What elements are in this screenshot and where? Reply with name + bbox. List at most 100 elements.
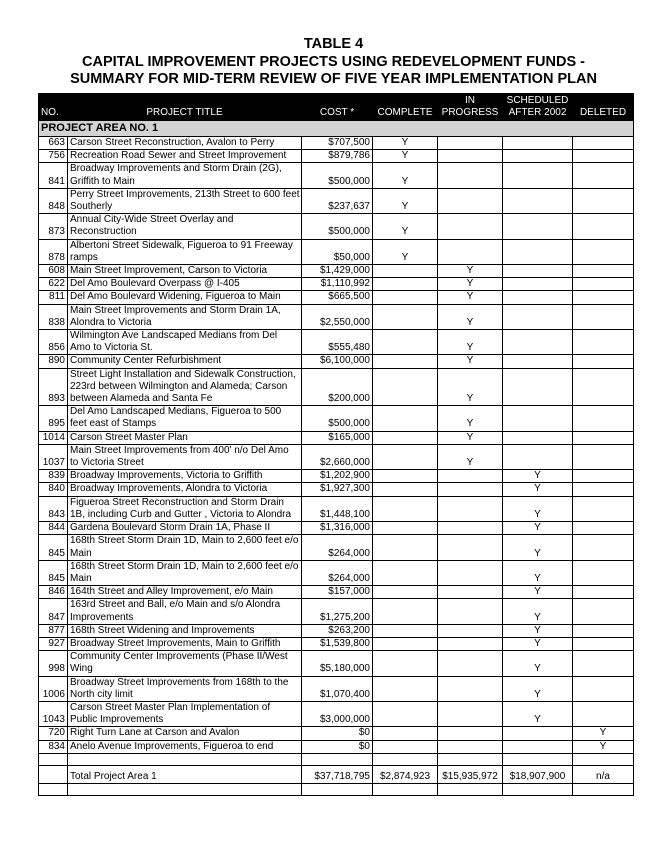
title-line: Main Street Improvements from 400' n/o D… xyxy=(70,444,289,456)
cost-cell: $237,637 xyxy=(301,187,373,215)
empty-cell xyxy=(502,162,573,189)
empty-cell xyxy=(437,187,503,215)
title-line: Right Turn Lane at Carson and Avalon xyxy=(70,727,240,739)
empty-cell xyxy=(502,354,573,369)
empty-cell xyxy=(437,213,503,240)
empty-cell xyxy=(572,264,634,279)
project-row: 622 Del Amo Boulevard Overpass @ I-405 $1,… xyxy=(38,277,634,292)
cost-cell: $1,539,800 xyxy=(301,636,373,652)
project-row: 845 168th Street Storm Drain 1D, Main to … xyxy=(38,559,634,587)
cost-cell: $264,000 xyxy=(301,559,373,587)
table-body: PROJECT AREA NO. 1 663 Carson Street Recon… xyxy=(38,120,634,796)
title-line: CAPITAL IMPROVEMENT PROJECTS USING REDEV… xyxy=(82,53,585,70)
empty-cell xyxy=(372,623,438,638)
header-cell: IN PROGRESS xyxy=(437,93,503,121)
scheduled-cell: Y xyxy=(502,623,573,638)
blank-row xyxy=(38,782,634,796)
empty-cell xyxy=(502,290,573,305)
title-cell: Street Light Installation and Sidewalk C… xyxy=(67,367,302,407)
scheduled-cell: Y xyxy=(502,598,573,625)
project-no: 720 xyxy=(38,726,68,741)
cost-cell: $0 xyxy=(301,739,373,754)
empty-cell xyxy=(372,277,438,292)
in-progress-cell: Y xyxy=(437,264,503,279)
title-line: Street Light Installation and Sidewalk C… xyxy=(70,368,296,380)
project-no: 856 xyxy=(38,329,68,356)
project-no: 1043 xyxy=(38,700,68,728)
project-no: 848 xyxy=(38,187,68,215)
empty-cell xyxy=(572,149,634,164)
empty-cell xyxy=(372,329,438,356)
cost-cell: $1,110,992 xyxy=(301,277,373,292)
empty-cell xyxy=(301,782,373,796)
empty-cell xyxy=(572,303,634,331)
table-header: NO. PROJECT TITLE COST * COMPLETE IN PROGRES… xyxy=(38,93,634,121)
title-line: Del Amo Boulevard Overpass @ I-405 xyxy=(70,278,240,290)
cost-cell: $200,000 xyxy=(301,367,373,407)
empty-cell xyxy=(572,443,634,471)
empty-cell xyxy=(437,636,503,652)
total-row: Total Project Area 1 $37,718,795 $2,874,92… xyxy=(38,764,634,784)
empty-cell xyxy=(372,405,438,432)
empty-cell xyxy=(502,430,573,445)
project-row: 845 168th Street Storm Drain 1D, Main to … xyxy=(38,534,634,561)
project-no: 834 xyxy=(38,739,68,754)
project-row: 756 Recreation Road Sewer and Street Impr… xyxy=(38,149,634,164)
project-no: 663 xyxy=(38,135,68,151)
empty-cell xyxy=(572,277,634,292)
header-cell: NO. xyxy=(38,93,68,121)
title-cell: Figueroa Street Reconstruction and Storm… xyxy=(67,495,302,523)
empty-cell xyxy=(572,290,634,305)
in-progress-cell: Y xyxy=(437,367,503,407)
empty-cell xyxy=(572,559,634,587)
title-line: ramps xyxy=(70,251,98,263)
project-no: 890 xyxy=(38,354,68,369)
title-line: Reconstruction xyxy=(70,226,137,238)
project-no: 756 xyxy=(38,149,68,164)
cost-cell: $500,000 xyxy=(301,162,373,189)
empty-cell xyxy=(372,739,438,754)
project-row: 841 Broadway Improvements and Storm Drain… xyxy=(38,162,634,189)
project-row: 877 168th Street Widening and Improvement… xyxy=(38,623,634,638)
title-line: Gardena Boulevard Storm Drain 1A, Phase … xyxy=(70,522,271,534)
in-progress-cell: Y xyxy=(437,354,503,369)
title-cell: Community Center Improvements (Phase II/… xyxy=(67,650,302,677)
title-line: 168th Street Storm Drain 1D, Main to 2,6… xyxy=(70,535,299,547)
title-cell: Broadway Improvements, Victoria to Griff… xyxy=(67,469,302,484)
project-row: 663 Carson Street Reconstruction, Avalon … xyxy=(38,135,634,151)
empty-cell xyxy=(38,752,68,766)
project-no: 845 xyxy=(38,559,68,587)
in-progress-cell: $15,935,972 xyxy=(437,764,503,784)
empty-cell xyxy=(572,482,634,497)
cost-cell: $5,180,000 xyxy=(301,650,373,677)
empty-cell xyxy=(372,559,438,587)
project-row: 840 Broadway Improvements, Alondra to Vic… xyxy=(38,482,634,497)
title-cell: 164th Street and Alley Improvement, e/o … xyxy=(67,585,302,600)
complete-cell: Y xyxy=(372,135,438,151)
in-progress-cell: Y xyxy=(437,277,503,292)
project-no: 893 xyxy=(38,367,68,407)
deleted-cell: Y xyxy=(572,726,634,741)
empty-cell xyxy=(372,303,438,331)
title-cell: Broadway Improvements and Storm Drain (2… xyxy=(67,162,302,189)
cost-cell: $707,500 xyxy=(301,135,373,151)
empty-cell xyxy=(372,482,438,497)
title-line: 1B, including Curb and Gutter , Victoria… xyxy=(70,508,292,520)
empty-cell xyxy=(372,675,438,702)
empty-cell xyxy=(437,650,503,677)
project-no: 846 xyxy=(38,585,68,600)
empty-cell xyxy=(572,238,634,266)
empty-cell xyxy=(572,623,634,638)
title-line: Wilmington Ave Landscaped Medians from D… xyxy=(70,330,278,342)
cost-cell: $0 xyxy=(301,726,373,741)
project-row: 895 Del Amo Landscaped Medians, Figueroa … xyxy=(38,405,634,432)
cost-cell: $263,200 xyxy=(301,623,373,638)
empty-cell xyxy=(572,650,634,677)
complete-cell: Y xyxy=(372,213,438,240)
in-progress-cell: Y xyxy=(437,443,503,471)
empty-cell xyxy=(572,162,634,189)
empty-cell xyxy=(437,495,503,523)
empty-cell xyxy=(437,559,503,587)
title-line: SUMMARY FOR MID-TERM REVIEW OF FIVE YEAR… xyxy=(70,71,597,87)
title-cell: Perry Street Improvements, 213th Street … xyxy=(67,187,302,215)
